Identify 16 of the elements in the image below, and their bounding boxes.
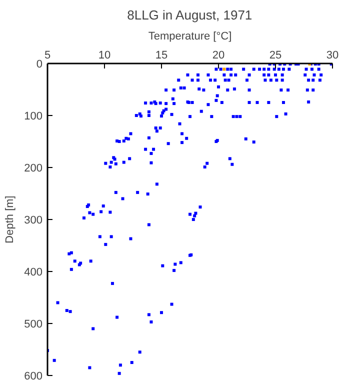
y-tick-label: 300 [24, 214, 43, 226]
y-axis-title: Depth [m] [4, 196, 16, 244]
x-tick-label: 25 [269, 50, 282, 62]
x-tick-label: 15 [155, 50, 168, 62]
chart-title: 8LLG in August, 1971 [127, 8, 252, 22]
x-tick-label: 5 [44, 50, 51, 62]
y-tick-label: 400 [24, 266, 43, 278]
x-tick-label: 20 [212, 50, 225, 62]
y-tick-label: 0 [36, 58, 43, 70]
y-tick-label: 600 [24, 370, 43, 382]
x-tick-label: 30 [326, 50, 339, 62]
y-tick-label: 500 [24, 318, 43, 330]
x-tick-label: 10 [98, 50, 111, 62]
y-tick-label: 200 [24, 162, 43, 174]
x-axis-title: Temperature [°C] [148, 30, 232, 42]
y-tick-label: 100 [24, 110, 43, 122]
